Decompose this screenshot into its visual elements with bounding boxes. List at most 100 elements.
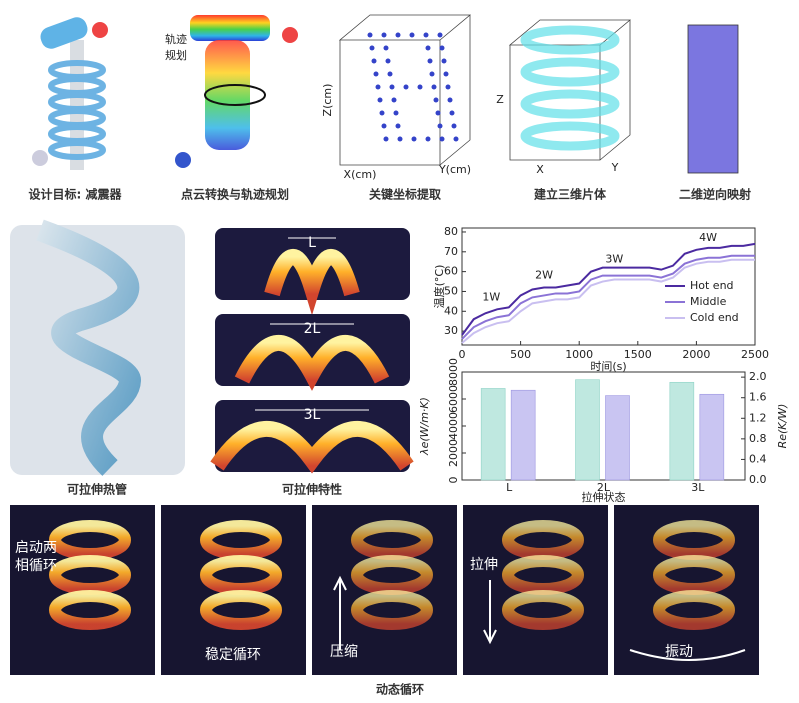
coord-dot	[383, 136, 389, 142]
frame-label: 启动两	[15, 540, 57, 556]
y2-tick-label: 0.0	[749, 473, 767, 486]
frame-label: 拉伸	[470, 557, 498, 573]
axis-label: Y	[611, 161, 619, 174]
coord-dot	[437, 32, 443, 38]
y2-tick-label: 1.2	[749, 411, 767, 424]
coord-dot	[433, 97, 439, 103]
coord-dot	[395, 123, 401, 129]
hot-band	[49, 520, 131, 560]
y2-tick-label: 0.8	[749, 432, 767, 445]
y-tick-label: 2000	[447, 439, 460, 467]
coord-dot	[403, 84, 409, 90]
2d-map	[687, 24, 739, 174]
frame-label: 压缩	[330, 644, 358, 660]
x-tick-label: 3L	[691, 481, 705, 494]
coord-dot	[381, 123, 387, 129]
coord-dot	[425, 45, 431, 51]
plot-frame	[461, 227, 756, 346]
y-axis-title: λe(W/m·K)	[418, 397, 431, 456]
bar	[699, 393, 725, 481]
caption: 关键坐标提取	[369, 187, 441, 202]
caption: 建立三维片体	[533, 187, 607, 202]
thermal-bg	[215, 314, 410, 386]
temp-line	[461, 242, 756, 336]
hot-band	[351, 555, 433, 595]
x-tick-label: 1000	[565, 348, 593, 361]
thermal-arch	[210, 421, 414, 474]
arrow	[629, 649, 746, 661]
coord-dot	[439, 45, 445, 51]
x-tick-label: L	[506, 481, 513, 494]
temp-line	[461, 254, 755, 340]
axis-label: Z(cm)	[321, 84, 334, 117]
hot-band	[49, 590, 131, 630]
bar	[605, 395, 630, 481]
y-tick-label: 30	[444, 324, 458, 337]
frame-label: 稳定循环	[205, 647, 261, 663]
hot-band	[200, 555, 282, 595]
caption: 动态循环	[376, 682, 424, 697]
3d-box-2	[508, 19, 632, 161]
coord-dot	[425, 136, 431, 142]
coord-dot	[411, 136, 417, 142]
coord-dot	[451, 123, 457, 129]
hot-band	[653, 555, 735, 595]
coord-dot	[391, 97, 397, 103]
hot-band	[502, 590, 584, 630]
x-tick-label: 500	[510, 348, 531, 361]
x-tick-label: 2000	[682, 348, 710, 361]
power-label: 4W	[699, 231, 717, 244]
spring-coil	[48, 140, 106, 160]
length-label: 3L	[304, 407, 321, 423]
coord-dot	[431, 84, 437, 90]
x-tick-label: 1500	[624, 348, 652, 361]
coord-dot	[371, 58, 377, 64]
hot-band	[351, 590, 433, 630]
x-tick-label: 0	[459, 348, 466, 361]
legend-label: Cold end	[690, 311, 739, 324]
shock-absorber	[32, 17, 108, 170]
legend-label: Hot end	[690, 279, 734, 292]
coord-dot	[447, 97, 453, 103]
coord-dot	[369, 45, 375, 51]
power-label: 3W	[605, 253, 623, 266]
y-tick-label: 70	[444, 245, 458, 258]
thermal-arch	[234, 335, 390, 391]
coord-dot	[383, 45, 389, 51]
3d-box	[338, 14, 472, 166]
coord-dot	[417, 84, 423, 90]
y-axis-title: 温度(°C)	[432, 265, 446, 309]
y-tick-label: 80	[444, 225, 458, 238]
x-axis-title: 时间(s)	[590, 360, 626, 373]
coord-dot	[449, 110, 455, 116]
thermal-arch	[264, 249, 360, 316]
length-label: L	[308, 235, 316, 251]
y2-tick-label: 0.4	[749, 452, 767, 465]
power-label: 2W	[535, 269, 553, 282]
coord-dot	[435, 110, 441, 116]
helix-band	[520, 89, 620, 119]
x-axis-title: 拉伸状态	[582, 490, 626, 504]
coord-dot	[385, 58, 391, 64]
arrow	[483, 580, 497, 645]
hot-band	[653, 590, 735, 630]
thermal-bg	[215, 228, 410, 300]
power-label: 1W	[482, 290, 500, 303]
bar	[510, 389, 536, 481]
temp-line	[461, 258, 755, 344]
coord-dot	[423, 32, 429, 38]
y-tick-label: 60	[444, 265, 458, 278]
coord-dot	[445, 84, 451, 90]
helix-band	[520, 25, 620, 55]
pipe	[36, 219, 142, 476]
coord-dot	[429, 71, 435, 77]
rainbow-spring	[175, 15, 298, 168]
coord-dot	[387, 71, 393, 77]
coord-dot	[437, 123, 443, 129]
thermal-bg	[215, 400, 410, 472]
hot-band	[49, 555, 131, 595]
thermal-frames: L 2L 3L	[210, 228, 414, 474]
hot-band	[653, 520, 735, 560]
y-tick-label: 40	[444, 304, 458, 317]
